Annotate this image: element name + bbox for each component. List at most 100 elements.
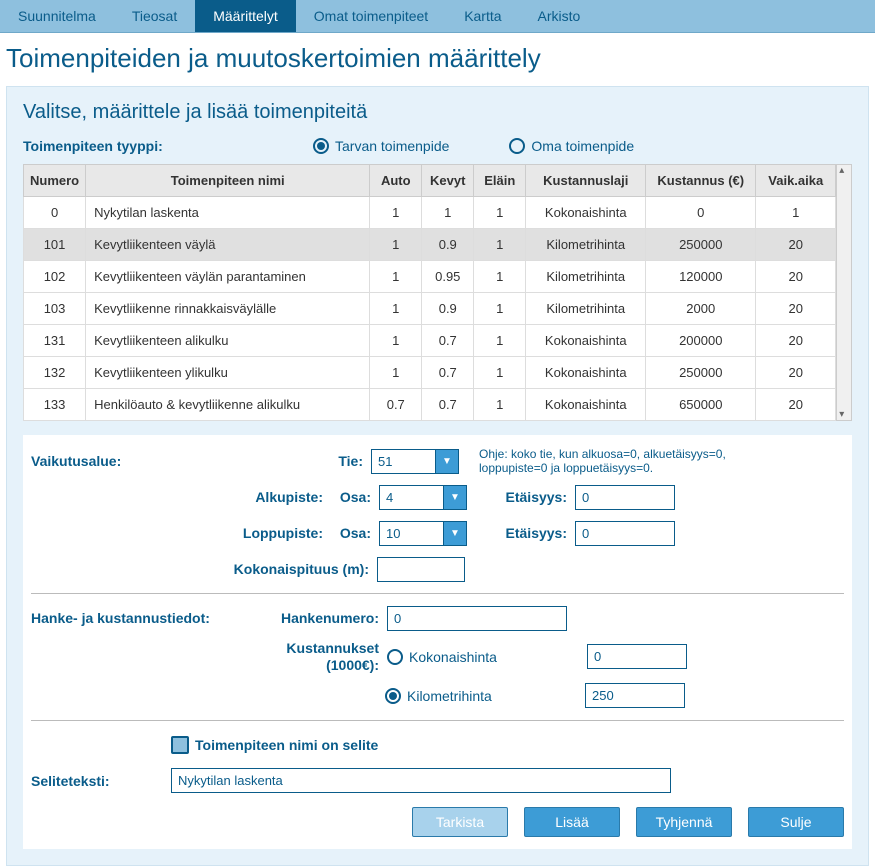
loppu-etaisyys-input[interactable] (575, 521, 675, 546)
col-header: Eläin (474, 165, 526, 197)
cell: Kilometrihinta (526, 261, 646, 293)
kokonaishinta-input[interactable] (587, 644, 687, 669)
tab-omat-toimenpiteet[interactable]: Omat toimenpiteet (296, 0, 446, 32)
cell: 1 (474, 357, 526, 389)
col-header: Kevyt (422, 165, 474, 197)
type-label: Toimenpiteen tyyppi: (23, 138, 313, 154)
loppu-osa-select[interactable]: ▼ (379, 521, 467, 546)
col-header: Vaik.aika (756, 165, 836, 197)
seliteteksti-input[interactable] (171, 768, 671, 793)
cell: 0.7 (422, 389, 474, 421)
table-row[interactable]: 0Nykytilan laskenta111Kokonaishinta01 (24, 197, 836, 229)
cell: 0.7 (422, 325, 474, 357)
col-header: Kustannus (€) (646, 165, 756, 197)
tarkista-button[interactable]: Tarkista (412, 807, 508, 837)
tab-bar: Suunnitelma Tieosat Määrittelyt Omat toi… (0, 0, 875, 33)
tab-arkisto[interactable]: Arkisto (520, 0, 599, 32)
cell: 133 (24, 389, 86, 421)
tab-suunnitelma[interactable]: Suunnitelma (0, 0, 114, 32)
cell: Kokonaishinta (526, 325, 646, 357)
kokonaispituus-label: Kokonaispituus (m): (211, 561, 369, 577)
kokonaispituus-input[interactable] (377, 557, 465, 582)
cell: 132 (24, 357, 86, 389)
cell: 120000 (646, 261, 756, 293)
cell: 2000 (646, 293, 756, 325)
cell: 1 (474, 389, 526, 421)
seliteteksti-label: Seliteteksti: (31, 773, 171, 789)
cell: 1 (474, 197, 526, 229)
radio-kilometrihinta[interactable]: Kilometrihinta (385, 688, 525, 704)
alku-etaisyys-input[interactable] (575, 485, 675, 510)
cell: 0.7 (422, 357, 474, 389)
cell: 1 (370, 261, 422, 293)
cell: 102 (24, 261, 86, 293)
hankenumero-input[interactable] (387, 606, 567, 631)
cell: 0.7 (370, 389, 422, 421)
toimenpide-table: NumeroToimenpiteen nimiAutoKevytEläinKus… (23, 164, 836, 421)
kustannukset-label: Kustannukset (1000€): (231, 640, 379, 674)
chevron-down-icon[interactable]: ▼ (443, 485, 467, 510)
hankenumero-label: Hankenumero: (231, 610, 379, 626)
cell: 20 (756, 293, 836, 325)
cell: 0.9 (422, 229, 474, 261)
lisaa-button[interactable]: Lisää (524, 807, 620, 837)
cell: 131 (24, 325, 86, 357)
cell: 0 (646, 197, 756, 229)
cell: 1 (370, 293, 422, 325)
vaikutusalue-label: Vaikutusalue: (31, 453, 331, 469)
osa-label: Osa: (331, 489, 371, 505)
table-row[interactable]: 101Kevytliikenteen väylä10.91Kilometrihi… (24, 229, 836, 261)
cell: 20 (756, 325, 836, 357)
tie-select[interactable]: ▼ (371, 449, 459, 474)
cell: Nykytilan laskenta (86, 197, 370, 229)
etaisyys-label-2: Etäisyys: (487, 525, 567, 541)
cell: 1 (370, 229, 422, 261)
cell: Kevytliikenteen alikulku (86, 325, 370, 357)
tab-tieosat[interactable]: Tieosat (114, 0, 195, 32)
table-row[interactable]: 132Kevytliikenteen ylikulku10.71Kokonais… (24, 357, 836, 389)
cell: Kokonaishinta (526, 357, 646, 389)
cell: 250000 (646, 357, 756, 389)
alku-osa-select[interactable]: ▼ (379, 485, 467, 510)
cell: 1 (370, 197, 422, 229)
tab-maarittelyt[interactable]: Määrittelyt (195, 0, 296, 32)
col-header: Toimenpiteen nimi (86, 165, 370, 197)
tab-kartta[interactable]: Kartta (446, 0, 519, 32)
tie-label: Tie: (331, 453, 363, 469)
table-row[interactable]: 131Kevytliikenteen alikulku10.71Kokonais… (24, 325, 836, 357)
loppupiste-label: Loppupiste: (211, 525, 323, 541)
cell: Kilometrihinta (526, 293, 646, 325)
chevron-down-icon[interactable]: ▼ (443, 521, 467, 546)
main-panel: Valitse, määrittele ja lisää toimenpitei… (6, 86, 869, 866)
cell: 20 (756, 357, 836, 389)
cell: 1 (370, 325, 422, 357)
table-row[interactable]: 102Kevytliikenteen väylän parantaminen10… (24, 261, 836, 293)
table-scrollbar[interactable] (836, 164, 852, 421)
chevron-down-icon[interactable]: ▼ (435, 449, 459, 474)
cell: 1 (474, 325, 526, 357)
cell: 20 (756, 261, 836, 293)
kilometrihinta-input[interactable] (585, 683, 685, 708)
tyhjenna-button[interactable]: Tyhjennä (636, 807, 732, 837)
selite-chk-label: Toimenpiteen nimi on selite (195, 737, 378, 753)
cell: Kevytliikenteen väylän parantaminen (86, 261, 370, 293)
etaisyys-label: Etäisyys: (487, 489, 567, 505)
radio-tarva[interactable]: Tarvan toimenpide (313, 138, 449, 154)
table-row[interactable]: 103Kevytliikenne rinnakkaisväylälle10.91… (24, 293, 836, 325)
table-row[interactable]: 133Henkilöauto & kevytliikenne alikulku0… (24, 389, 836, 421)
cell: 1 (422, 197, 474, 229)
radio-oma[interactable]: Oma toimenpide (509, 138, 634, 154)
sulje-button[interactable]: Sulje (748, 807, 844, 837)
cell: Kokonaishinta (526, 389, 646, 421)
cell: 250000 (646, 229, 756, 261)
alkupiste-label: Alkupiste: (211, 489, 323, 505)
page-title: Toimenpiteiden ja muutoskertoimien määri… (0, 33, 875, 86)
cell: 20 (756, 389, 836, 421)
hanke-label: Hanke- ja kustannustiedot: (31, 610, 231, 626)
cell: Kevytliikenteen ylikulku (86, 357, 370, 389)
selite-checkbox[interactable] (171, 736, 189, 754)
radio-kokonaishinta[interactable]: Kokonaishinta (387, 649, 527, 665)
cell: 1 (474, 229, 526, 261)
cell: 1 (370, 357, 422, 389)
cell: 101 (24, 229, 86, 261)
